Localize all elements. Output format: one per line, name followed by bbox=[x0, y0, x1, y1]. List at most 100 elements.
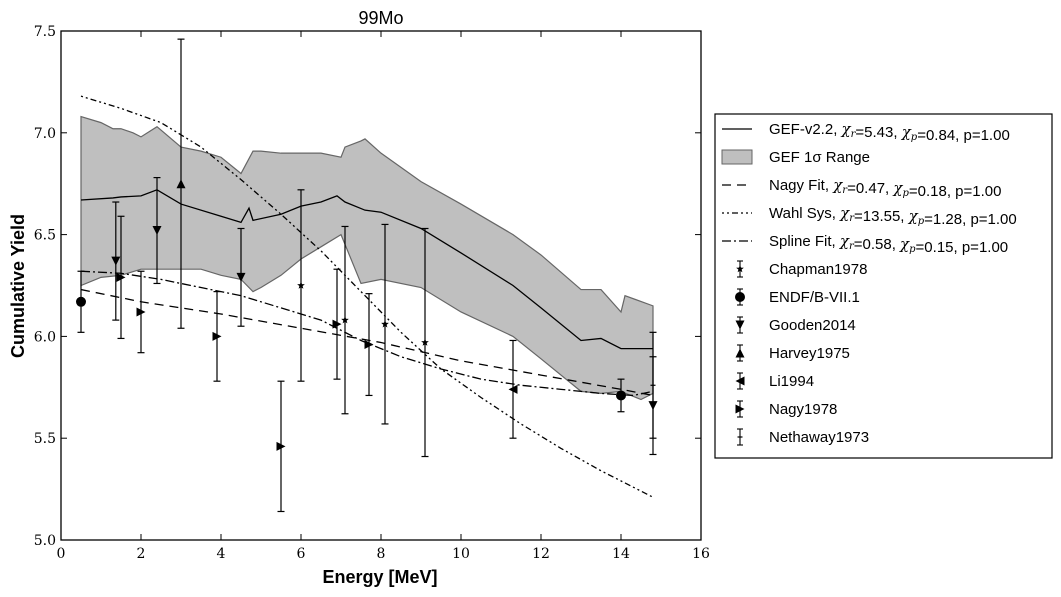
chi-subscript: p bbox=[911, 132, 918, 143]
datapoint-5-4 bbox=[332, 268, 342, 380]
marker bbox=[136, 307, 146, 317]
x-tick-label: 10 bbox=[452, 546, 470, 562]
legend-marker-2 bbox=[735, 316, 745, 334]
x-tick-label: 14 bbox=[612, 546, 630, 562]
legend-series-name: Nagy1978 bbox=[769, 401, 837, 418]
legend-series-name: Chapman1978 bbox=[769, 261, 867, 278]
band-gef-1sigma bbox=[80, 115, 654, 401]
axis-ticks: 0 2 4 6 8 10 12 14 16 5.0 5.5 6.0 6.5 7.0 7.5 bbox=[34, 24, 710, 562]
datapoint-4-0 bbox=[508, 339, 518, 439]
legend-marker-6 bbox=[737, 428, 743, 446]
chi-subscript: r bbox=[849, 213, 855, 224]
x-tick-label: 12 bbox=[532, 546, 550, 562]
legend-label: ENDF/B-VII.1 bbox=[769, 289, 860, 306]
chi-subscript: p bbox=[909, 244, 916, 255]
legend-label: Spline Fit, χr=0.58, χp=0.15, p=1.00 bbox=[769, 232, 1008, 256]
x-tick-label: 16 bbox=[692, 546, 710, 562]
datapoint-6-0 bbox=[649, 331, 657, 439]
y-tick-label: 7.0 bbox=[34, 126, 56, 142]
chi-symbol: χ bbox=[901, 123, 912, 141]
chi-symbol: χ bbox=[899, 235, 910, 253]
x-tick-label: 0 bbox=[57, 546, 66, 562]
datapoint-2-2 bbox=[236, 227, 246, 327]
y-axis-title: Cumulative Yield bbox=[8, 214, 28, 358]
legend-marker-4 bbox=[735, 372, 745, 390]
legend-marker-shape bbox=[735, 320, 745, 330]
datapoint-2-1 bbox=[152, 176, 162, 285]
marker bbox=[76, 296, 86, 307]
chi-symbol: χ bbox=[839, 204, 850, 222]
stat-text: , bbox=[832, 205, 840, 222]
legend-series-name: Spline Fit bbox=[769, 233, 832, 250]
marker bbox=[212, 331, 222, 341]
legend: GEF-v2.2, χr=5.43, χp=0.84, p=1.00 GEF 1σ… bbox=[714, 113, 1053, 459]
chart-title: 99Mo bbox=[358, 8, 403, 28]
marker bbox=[152, 226, 162, 236]
legend-label: Nethaway1973 bbox=[769, 429, 869, 446]
chi-subscript: p bbox=[918, 216, 925, 227]
marker bbox=[421, 338, 429, 346]
chi-subscript: r bbox=[842, 185, 848, 196]
x-tick-label: 8 bbox=[377, 546, 386, 562]
legend-marker-shape bbox=[735, 292, 745, 302]
legend-marker-shape bbox=[735, 376, 745, 386]
chi-symbol: χ bbox=[832, 176, 843, 194]
legend-series-name: Li1994 bbox=[769, 373, 814, 390]
legend-series-name: Wahl Sys bbox=[769, 205, 832, 222]
x-axis-title: Energy [MeV] bbox=[322, 567, 437, 587]
marker bbox=[176, 179, 186, 189]
stat-text: =0.58, bbox=[854, 236, 900, 253]
stat-text: =0.84, p=1.00 bbox=[917, 127, 1010, 144]
marker bbox=[111, 256, 121, 266]
series-line-3 bbox=[80, 270, 654, 397]
legend-marker-shape bbox=[735, 404, 745, 414]
datapoint-0-3 bbox=[421, 227, 429, 458]
datapoint-3-0 bbox=[176, 38, 186, 329]
chi-subscript: r bbox=[849, 241, 855, 252]
x-tick-label: 4 bbox=[217, 546, 226, 562]
marker bbox=[236, 272, 246, 282]
datapoint-5-5 bbox=[364, 293, 374, 397]
legend-label: Nagy Fit, χr=0.47, χp=0.18, p=1.00 bbox=[769, 176, 1001, 200]
legend-marker-0 bbox=[736, 260, 744, 278]
datapoint-0-1 bbox=[341, 225, 349, 415]
stat-text: =1.28, p=1.00 bbox=[924, 211, 1017, 228]
y-tick-label: 5.5 bbox=[34, 431, 56, 447]
marker bbox=[616, 390, 626, 401]
datapoint-5-0 bbox=[116, 215, 126, 340]
legend-marker-1 bbox=[735, 288, 745, 306]
marker bbox=[332, 319, 342, 329]
chi-subscript: p bbox=[902, 188, 909, 199]
marker bbox=[508, 384, 518, 394]
legend-label: GEF 1σ Range bbox=[769, 149, 870, 166]
legend-label: Gooden2014 bbox=[769, 317, 856, 334]
plot-content bbox=[80, 95, 654, 498]
legend-frame bbox=[714, 113, 1053, 459]
datapoint-0-0 bbox=[297, 189, 305, 382]
datapoint-5-1 bbox=[136, 270, 146, 354]
y-tick-label: 5.0 bbox=[34, 533, 56, 549]
chi-symbol: χ bbox=[892, 179, 903, 197]
legend-marker-3 bbox=[735, 344, 745, 362]
marker bbox=[297, 281, 305, 289]
marker bbox=[341, 316, 349, 324]
stat-text: , bbox=[833, 121, 841, 138]
legend-label: GEF-v2.2, χr=5.43, χp=0.84, p=1.00 bbox=[769, 120, 1010, 144]
datapoint-2-0 bbox=[111, 201, 121, 321]
x-tick-label: 6 bbox=[297, 546, 306, 562]
stat-text: =0.47, bbox=[847, 180, 893, 197]
datapoint-5-2 bbox=[212, 291, 222, 382]
stat-text: , bbox=[825, 177, 833, 194]
chi-symbol: χ bbox=[841, 120, 852, 138]
legend-label: Nagy1978 bbox=[769, 401, 837, 418]
datapoint-1-1 bbox=[616, 378, 626, 413]
marker bbox=[381, 320, 389, 328]
legend-label: Harvey1975 bbox=[769, 345, 850, 362]
legend-series-name: ENDF/B-VII.1 bbox=[769, 289, 860, 306]
legend-label: Li1994 bbox=[769, 373, 814, 390]
y-tick-label: 6.0 bbox=[34, 329, 56, 345]
y-tick-label: 7.5 bbox=[34, 24, 56, 40]
series-line-1 bbox=[80, 288, 654, 397]
legend-series-name: Harvey1975 bbox=[769, 345, 850, 362]
